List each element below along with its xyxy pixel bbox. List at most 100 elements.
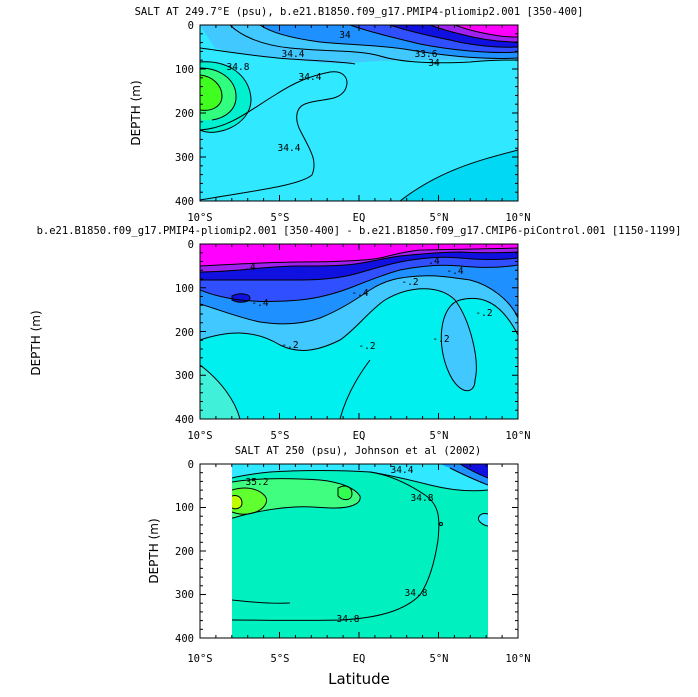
panel-a-contour-33-2 [429, 25, 518, 43]
panel-c-xtick: 5°S [271, 653, 290, 665]
panel-b-ytick: 400 [175, 414, 194, 426]
panel-b-contour-m0-6 [200, 264, 518, 302]
panel-a-contour-33-4 [389, 25, 518, 48]
panel-c-contour-34-8 [232, 471, 440, 621]
panel-c-right-patch-fill [478, 513, 488, 526]
panel-c-ytick: 300 [175, 589, 194, 601]
panel-a-xtick: 5°N [430, 212, 449, 224]
panel-b: b.e21.B1850.f09_g17.PMIP4-pliomip2.001 [… [37, 225, 682, 442]
panel-c-y-ticks: 0 100 200 300 400 [175, 459, 194, 645]
panel-a-contour-34-4-main [200, 71, 348, 201]
panel-b-y-ticks: 0 100 200 300 400 [175, 239, 194, 426]
panel-c-ylabel: DEPTH (m) [147, 518, 161, 583]
panel-a-xtick: 5°S [271, 212, 290, 224]
panel-c-contour-35-2 [232, 487, 267, 515]
panel-a-plot-area [200, 25, 518, 201]
panel-b-xtick: EQ [353, 430, 366, 442]
panel-c-clabel: 34.4 [391, 465, 414, 476]
panel-c-contour-34-8-right [477, 513, 488, 527]
panel-b-clabel: .4 [244, 262, 256, 273]
panel-a-xtick: 10°N [505, 212, 530, 224]
panel-c-contour-34-2 [459, 464, 488, 479]
panel-a-contour-34-8 [200, 61, 252, 133]
panel-a-clabel: 34 [428, 58, 440, 69]
panel-c-yellow-fill [232, 495, 242, 509]
panel-a-title: SALT AT 249.7°E (psu), b.e21.B1850.f09_g… [135, 6, 584, 18]
panel-c-contour-35-0 [232, 478, 361, 519]
panel-c-xtick: 10°S [187, 653, 212, 665]
panel-b-clabel: -.2 [358, 341, 375, 352]
panel-a-contour-33-8 [259, 25, 518, 59]
panel-b-contour-m0-2-a [200, 288, 518, 392]
panel-a-clabel: 34.4 [278, 143, 301, 154]
panel-a-clabel: 34.4 [299, 72, 322, 83]
panel-c-title: SALT AT 250 (psu), Johnson et al (2002) [235, 445, 482, 457]
panel-b-ytick: 0 [188, 239, 194, 251]
panel-a-lime-core-fill [200, 75, 222, 111]
panel-c-dark-blue-fill [460, 464, 488, 478]
panel-c-contour-34-8-upper [232, 599, 291, 604]
panel-b-contour-labels: -.2 -.2 -.2 -.2 -.2 -.4 -.4 -.4 .4 .4 [244, 256, 492, 352]
panel-c-clabel: 34.8 [411, 493, 434, 504]
panel-a-contour-34-0 [229, 25, 518, 64]
panel-a-ytick: 400 [175, 196, 194, 208]
panel-b-contour-m0-2-c [339, 359, 371, 419]
axis-tick-marks [199, 24, 519, 639]
panel-b-clabel: -.2 [432, 334, 449, 345]
panel-a-contour-lines [200, 25, 518, 201]
panel-c-clabel: 34.8 [337, 614, 360, 625]
panel-a-ytick: 100 [175, 64, 194, 76]
panel-b-clabel: -.4 [446, 266, 463, 277]
panel-a-xtick: 10°S [187, 212, 212, 224]
panel-b-xtick: 5°N [430, 430, 449, 442]
panel-b-contour-m0-2-b [200, 364, 241, 419]
panel-a-y-ticks: 0 100 200 300 400 [175, 20, 194, 208]
panel-a-ylabel: DEPTH (m) [129, 80, 143, 145]
panel-c-ytick: 400 [175, 633, 194, 645]
panel-a-clabel: 34 [339, 30, 351, 41]
panel-c-xlabel: Latitude [328, 670, 390, 688]
panel-c-ytick: 200 [175, 546, 194, 558]
panel-a-contour-35-2 [200, 74, 223, 111]
panel-b-ytick: 300 [175, 370, 194, 382]
panel-c-plot-area [232, 464, 488, 638]
panel-a-contour-33-6 [349, 25, 518, 54]
panel-c: SALT AT 250 (psu), Johnson et al (2002) [147, 445, 531, 688]
panel-c-contour-35-4 [232, 495, 243, 510]
panel-b-lower-left-fill [200, 365, 240, 419]
panel-b-clabel: -.4 [251, 298, 268, 309]
panel-b-x-ticks: 10°S 5°S EQ 5°N 10°N [187, 430, 530, 442]
panel-a-contour-34-4-upper [200, 47, 356, 65]
panel-c-contour-34-8-dot [439, 522, 443, 526]
shared-ylabel: DEPTH (m) [29, 310, 43, 375]
panel-a-contour-labels: 34 34.4 34.8 34.4 34.4 33.6 34 [227, 30, 440, 154]
panel-c-contour-labels: 35.2 34.4 34.8 34.8 34.8 [246, 465, 434, 625]
panel-a-ytick: 200 [175, 108, 194, 120]
panel-b-xtick: 10°S [187, 430, 212, 442]
panel-a-contour-35-0 [200, 67, 237, 121]
panel-b-contour-m0-6-lens [231, 293, 251, 303]
panel-c-contour-34-4 [232, 470, 488, 492]
panel-c-lime-fill [232, 488, 267, 515]
panel-c-xtick: 10°N [505, 653, 530, 665]
panel-b-clabel: -.2 [401, 277, 418, 288]
panel-a-xtick: EQ [353, 212, 366, 224]
panel-b-xtick: 10°N [505, 430, 530, 442]
panel-b-title: b.e21.B1850.f09_g17.PMIP4-pliomip2.001 [… [37, 225, 682, 237]
panel-c-contour-35-0-patch [337, 485, 353, 501]
panel-b-contour-lines [200, 247, 518, 419]
panel-c-contour-34-6 [449, 467, 488, 486]
panel-a-deep-fill [400, 150, 518, 201]
panel-c-xtick: 5°N [430, 653, 449, 665]
panel-a-contour-34-4-deep [399, 149, 518, 201]
panel-c-green-patch-fill [338, 486, 352, 500]
panel-c-clabel: 34.8 [405, 588, 428, 599]
panel-a-x-ticks: 10°S 5°S EQ 5°N 10°N [187, 212, 530, 224]
panel-c-clabel: 35.2 [246, 477, 269, 488]
panel-c-ytick: 100 [175, 502, 194, 514]
panel-b-clabel: .4 [428, 256, 440, 267]
panel-a-ytick: 300 [175, 152, 194, 164]
panel-b-clabel: -.2 [475, 308, 492, 319]
panel-c-green-fill [232, 478, 361, 518]
panel-c-x-ticks: 10°S 5°S EQ 5°N 10°N [187, 653, 530, 665]
